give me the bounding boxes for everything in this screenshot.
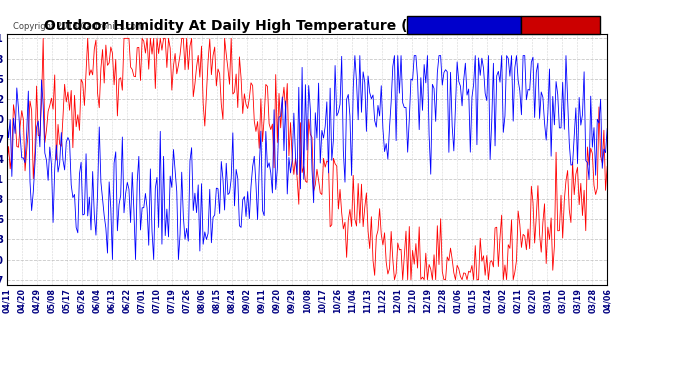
Text: Temp  (°F): Temp (°F) (524, 21, 573, 30)
Text: Copyright 2013 Cartronics.com: Copyright 2013 Cartronics.com (13, 22, 144, 31)
Title: Outdoor Humidity At Daily High Temperature (Past Year) 20130411: Outdoor Humidity At Daily High Temperatu… (44, 19, 570, 33)
Text: Humidity  (%): Humidity (%) (410, 21, 476, 30)
